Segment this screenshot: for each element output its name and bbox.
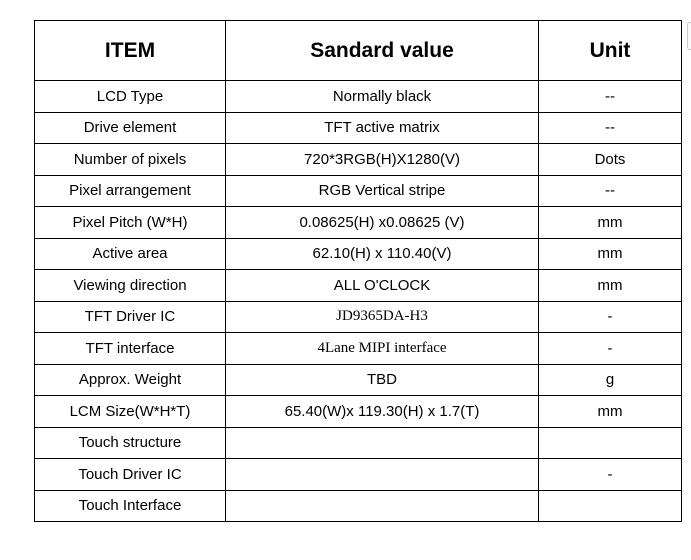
cell-item: Pixel arrangement — [34, 174, 226, 207]
cell-item: Touch structure — [34, 426, 226, 459]
cell-item: Pixel Pitch (W*H) — [34, 206, 226, 239]
cell-value — [225, 489, 539, 522]
cell-item: LCD Type — [34, 80, 226, 113]
table-row: Drive element TFT active matrix -- — [34, 111, 682, 144]
window-edge-tab — [687, 22, 691, 50]
cell-item: Touch Driver IC — [34, 458, 226, 491]
cell-value: ALL O'CLOCK — [225, 269, 539, 302]
table-header-row: ITEM Sandard value Unit — [34, 20, 682, 81]
table-row: TFT interface 4Lane MIPI interface - — [34, 332, 682, 365]
table-row: Touch structure — [34, 426, 682, 459]
cell-value — [225, 426, 539, 459]
cell-item: TFT interface — [34, 332, 226, 365]
cell-unit: mm — [538, 269, 682, 302]
table-row: Pixel arrangement RGB Vertical stripe -- — [34, 174, 682, 207]
spec-table: ITEM Sandard value Unit LCD Type Normall… — [34, 20, 682, 522]
cell-unit: - — [538, 458, 682, 491]
cell-value: RGB Vertical stripe — [225, 174, 539, 207]
cell-unit: Dots — [538, 143, 682, 176]
cell-unit: -- — [538, 80, 682, 113]
cell-value: 4Lane MIPI interface — [225, 332, 539, 365]
table-row: Approx. Weight TBD g — [34, 363, 682, 396]
cell-unit: mm — [538, 237, 682, 270]
table-row: TFT Driver IC JD9365DA-H3 - — [34, 300, 682, 333]
cell-unit: - — [538, 332, 682, 365]
cell-unit: mm — [538, 206, 682, 239]
cell-unit: mm — [538, 395, 682, 428]
cell-item: Touch Interface — [34, 489, 226, 522]
cell-value: 0.08625(H) x0.08625 (V) — [225, 206, 539, 239]
table-row: Touch Driver IC - — [34, 458, 682, 491]
table-row: LCD Type Normally black -- — [34, 80, 682, 113]
header-item: ITEM — [34, 20, 226, 81]
cell-value: TBD — [225, 363, 539, 396]
table-row: Viewing direction ALL O'CLOCK mm — [34, 269, 682, 302]
cell-value — [225, 458, 539, 491]
cell-item: TFT Driver IC — [34, 300, 226, 333]
cell-value: Normally black — [225, 80, 539, 113]
table-row: Active area 62.10(H) x 110.40(V) mm — [34, 237, 682, 270]
cell-value: 720*3RGB(H)X1280(V) — [225, 143, 539, 176]
table-row: Touch Interface — [34, 489, 682, 522]
table-row: Number of pixels 720*3RGB(H)X1280(V) Dot… — [34, 143, 682, 176]
header-value: Sandard value — [225, 20, 539, 81]
cell-unit: -- — [538, 174, 682, 207]
cell-value: 62.10(H) x 110.40(V) — [225, 237, 539, 270]
cell-unit — [538, 489, 682, 522]
cell-item: Drive element — [34, 111, 226, 144]
cell-item: Approx. Weight — [34, 363, 226, 396]
header-unit: Unit — [538, 20, 682, 81]
table-row: Pixel Pitch (W*H) 0.08625(H) x0.08625 (V… — [34, 206, 682, 239]
cell-item: Active area — [34, 237, 226, 270]
table-row: LCM Size(W*H*T) 65.40(W)x 119.30(H) x 1.… — [34, 395, 682, 428]
cell-unit: -- — [538, 111, 682, 144]
cell-unit: g — [538, 363, 682, 396]
cell-item: Number of pixels — [34, 143, 226, 176]
cell-unit — [538, 426, 682, 459]
cell-item: Viewing direction — [34, 269, 226, 302]
cell-value: TFT active matrix — [225, 111, 539, 144]
cell-item: LCM Size(W*H*T) — [34, 395, 226, 428]
cell-value: 65.40(W)x 119.30(H) x 1.7(T) — [225, 395, 539, 428]
cell-value: JD9365DA-H3 — [225, 300, 539, 333]
cell-unit: - — [538, 300, 682, 333]
